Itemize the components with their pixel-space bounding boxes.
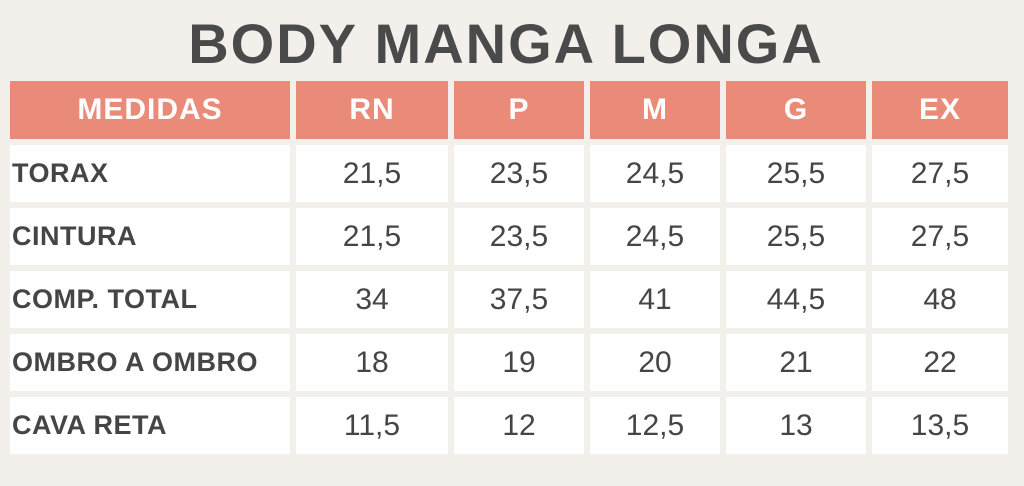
- table-cell: 34: [296, 271, 448, 328]
- header-size-m: M: [590, 81, 720, 139]
- table-cell: 18: [296, 334, 448, 391]
- table-cell: 24,5: [590, 208, 720, 265]
- page-title: BODY MANGA LONGA: [188, 12, 824, 75]
- table-cell: 44,5: [726, 271, 866, 328]
- table-cell: 41: [590, 271, 720, 328]
- header-medidas: MEDIDAS: [10, 81, 290, 139]
- table-cell: 13: [726, 397, 866, 454]
- header-size-p: P: [454, 81, 584, 139]
- header-size-ex: EX: [872, 81, 1008, 139]
- table-cell: 25,5: [726, 208, 866, 265]
- row-label-cintura: CINTURA: [10, 208, 290, 265]
- header-size-g: G: [726, 81, 866, 139]
- header-size-rn: RN: [296, 81, 448, 139]
- table-cell: 23,5: [454, 208, 584, 265]
- table-cell: 22: [872, 334, 1008, 391]
- table-cell: 27,5: [872, 145, 1008, 202]
- table-cell: 20: [590, 334, 720, 391]
- table-cell: 23,5: [454, 145, 584, 202]
- row-label-torax: TORAX: [10, 145, 290, 202]
- size-table: MEDIDAS RN P M G EX TORAX 21,5 23,5 24,5…: [10, 81, 1008, 454]
- table-cell: 37,5: [454, 271, 584, 328]
- row-label-cava-reta: CAVA RETA: [10, 397, 290, 454]
- table-cell: 19: [454, 334, 584, 391]
- table-cell: 24,5: [590, 145, 720, 202]
- table-cell: 21,5: [296, 145, 448, 202]
- row-label-ombro-a-ombro: OMBRO A OMBRO: [10, 334, 290, 391]
- table-cell: 13,5: [872, 397, 1008, 454]
- table-cell: 21,5: [296, 208, 448, 265]
- table-cell: 21: [726, 334, 866, 391]
- table-cell: 25,5: [726, 145, 866, 202]
- row-label-comp-total: COMP. TOTAL: [10, 271, 290, 328]
- table-cell: 27,5: [872, 208, 1008, 265]
- table-cell: 12: [454, 397, 584, 454]
- table-cell: 12,5: [590, 397, 720, 454]
- table-cell: 48: [872, 271, 1008, 328]
- table-cell: 11,5: [296, 397, 448, 454]
